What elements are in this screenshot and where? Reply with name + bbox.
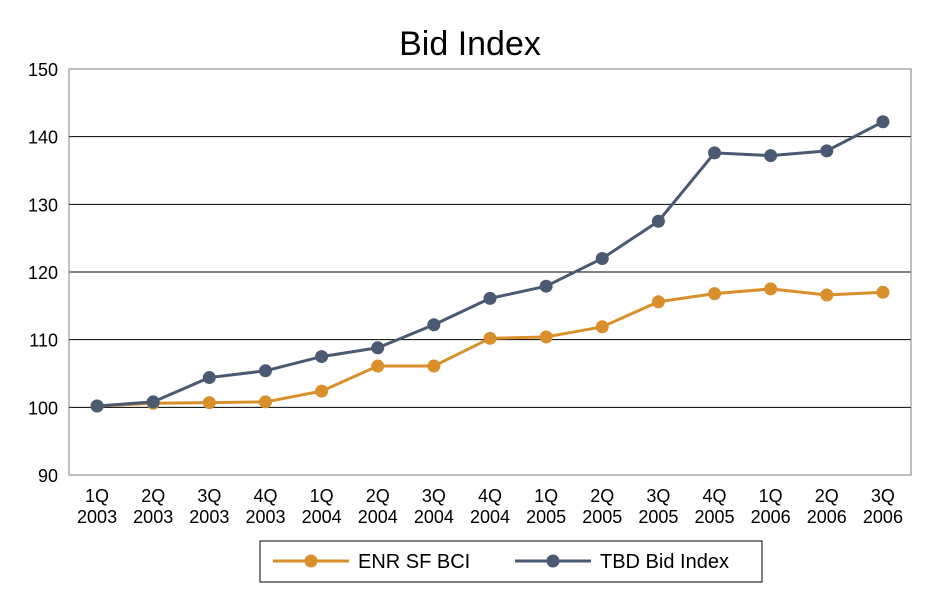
data-point — [651, 295, 665, 309]
x-tick-label: 4Q 2003 — [245, 486, 285, 527]
data-point — [708, 287, 722, 301]
x-tick-label: 4Q 2004 — [470, 486, 510, 527]
x-tick-quarter: 3Q — [871, 486, 895, 506]
y-axis-ticks: 90 100 110 120 130 140 150 — [28, 60, 58, 486]
x-tick-label: 3Q 2005 — [638, 486, 678, 527]
series-line — [96, 287, 884, 408]
legend-marker-enr — [304, 554, 318, 568]
x-tick-label: 3Q 2003 — [189, 486, 229, 527]
x-tick-quarter: 1Q — [85, 486, 109, 506]
legend-marker-tbd — [546, 554, 560, 568]
x-tick-label: 1Q 2004 — [302, 486, 342, 527]
x-tick-label: 3Q 2004 — [414, 486, 454, 527]
y-tick-label: 150 — [28, 60, 58, 80]
series-1 — [90, 115, 890, 413]
x-tick-label: 1Q 2005 — [526, 486, 566, 527]
x-tick-quarter: 3Q — [646, 486, 670, 506]
y-tick-label: 90 — [38, 466, 58, 486]
series-layer — [90, 115, 890, 413]
y-tick-label: 110 — [29, 331, 58, 351]
x-tick-quarter: 2Q — [815, 486, 839, 506]
data-point — [315, 350, 329, 364]
x-tick-quarter: 2Q — [366, 486, 390, 506]
x-tick-quarter: 3Q — [197, 486, 221, 506]
x-tick-label: 1Q 2006 — [751, 486, 791, 527]
legend-label-tbd: TBD Bid Index — [600, 551, 729, 573]
x-tick-quarter: 4Q — [703, 486, 727, 506]
x-tick-label: 1Q 2003 — [77, 486, 117, 527]
x-tick-quarter: 4Q — [478, 486, 502, 506]
data-point — [427, 359, 441, 373]
data-point — [651, 214, 665, 228]
x-tick-year: 2003 — [133, 507, 173, 527]
x-tick-label: 2Q 2004 — [358, 486, 398, 527]
x-tick-quarter: 2Q — [590, 486, 614, 506]
data-point — [202, 396, 216, 410]
x-tick-year: 2004 — [470, 507, 510, 527]
data-point — [483, 331, 497, 345]
data-point — [764, 149, 778, 163]
data-point — [371, 341, 385, 355]
x-tick-quarter: 1Q — [534, 486, 558, 506]
x-tick-quarter: 1Q — [759, 486, 783, 506]
data-point — [820, 144, 834, 158]
y-tick-label: 130 — [28, 195, 58, 215]
series-0 — [90, 282, 890, 413]
x-tick-year: 2006 — [863, 507, 903, 527]
data-point — [483, 291, 497, 305]
x-tick-year: 2003 — [189, 507, 229, 527]
y-tick-label: 140 — [28, 128, 58, 148]
x-tick-year: 2006 — [807, 507, 847, 527]
x-tick-year: 2003 — [77, 507, 117, 527]
grid-layer — [69, 136, 911, 408]
x-tick-label: 2Q 2006 — [807, 486, 847, 527]
data-point — [90, 399, 104, 413]
data-point — [595, 251, 609, 265]
x-tick-label: 4Q 2005 — [695, 486, 735, 527]
x-tick-quarter: 3Q — [422, 486, 446, 506]
data-point — [595, 320, 609, 334]
data-point — [315, 384, 329, 398]
data-point — [539, 279, 553, 293]
x-tick-year: 2005 — [638, 507, 678, 527]
x-tick-year: 2006 — [751, 507, 791, 527]
data-point — [202, 371, 216, 385]
series-line — [96, 120, 884, 408]
data-point — [258, 395, 272, 409]
data-point — [146, 395, 160, 409]
data-point — [258, 364, 272, 378]
x-tick-quarter: 1Q — [310, 486, 334, 506]
x-tick-year: 2005 — [526, 507, 566, 527]
x-tick-label: 3Q 2006 — [863, 486, 903, 527]
x-tick-year: 2005 — [582, 507, 622, 527]
x-tick-year: 2004 — [414, 507, 454, 527]
x-tick-label: 2Q 2005 — [582, 486, 622, 527]
legend: ENR SF BCI TBD Bid Index — [259, 540, 763, 583]
data-point — [427, 318, 441, 332]
data-point — [371, 359, 385, 373]
data-point — [708, 146, 722, 160]
legend-label-enr: ENR SF BCI — [358, 551, 470, 573]
y-tick-label: 100 — [28, 398, 58, 418]
plot-area — [68, 68, 912, 476]
x-tick-year: 2004 — [302, 507, 342, 527]
data-point — [876, 115, 890, 129]
data-point — [876, 285, 890, 299]
x-tick-year: 2005 — [695, 507, 735, 527]
x-tick-quarter: 2Q — [141, 486, 165, 506]
x-tick-year: 2004 — [358, 507, 398, 527]
chart-title: Bid Index — [399, 25, 541, 63]
x-tick-label: 2Q 2003 — [133, 486, 173, 527]
y-tick-label: 120 — [28, 263, 58, 283]
data-point — [539, 330, 553, 344]
x-tick-quarter: 4Q — [253, 486, 277, 506]
data-point — [764, 282, 778, 296]
x-tick-year: 2003 — [245, 507, 285, 527]
data-point — [820, 288, 834, 302]
